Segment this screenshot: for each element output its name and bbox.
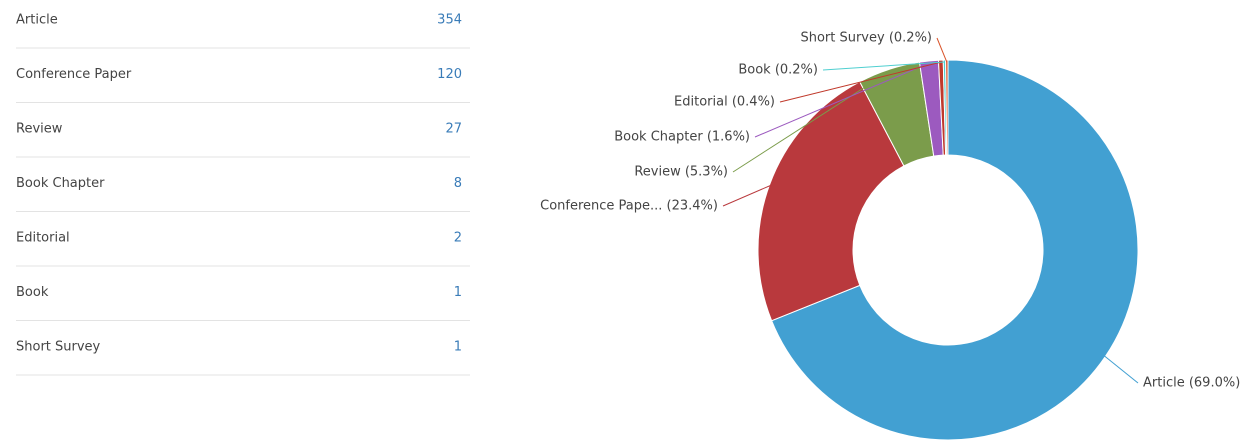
slice-label: Review (5.3%) <box>634 165 728 180</box>
row-label: Article <box>16 13 58 28</box>
leader-line <box>822 61 945 71</box>
leader-line <box>732 70 890 173</box>
leader-line <box>779 61 942 103</box>
leader-line <box>754 62 930 138</box>
slice <box>770 59 1139 441</box>
leader-line <box>722 184 772 207</box>
row-label: Review <box>16 122 63 137</box>
leader-line <box>936 37 948 63</box>
slice-label: Short Survey (0.2%) <box>800 31 932 46</box>
row-count: 120 <box>437 67 462 82</box>
slice-label: Book (0.2%) <box>738 63 818 78</box>
slice-label: Conference Pape... (23.4%) <box>540 199 718 214</box>
row-label: Editorial <box>16 231 70 246</box>
slice-label: Book Chapter (1.6%) <box>614 130 750 145</box>
row-count: 2 <box>454 231 462 246</box>
slice-label: Editorial (0.4%) <box>674 95 775 110</box>
row-label: Short Survey <box>16 340 101 355</box>
row-count: 8 <box>454 176 462 191</box>
row-label: Book Chapter <box>16 176 105 191</box>
slice <box>757 81 905 322</box>
row-count: 1 <box>454 340 462 355</box>
leader-line <box>1103 354 1139 384</box>
slice-label: Article (69.0%) <box>1143 376 1240 391</box>
row-label: Book <box>16 285 49 300</box>
row-count: 1 <box>454 285 462 300</box>
row-count: 27 <box>445 122 462 137</box>
row-label: Conference Paper <box>16 67 132 82</box>
row-count: 354 <box>437 13 462 28</box>
